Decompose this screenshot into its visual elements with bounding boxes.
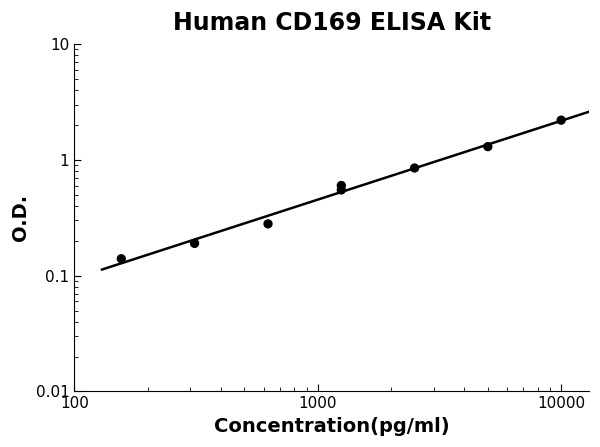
- Point: [337, 182, 346, 189]
- Point: [483, 143, 493, 150]
- Point: [116, 255, 126, 262]
- Point: [556, 117, 566, 124]
- X-axis label: Concentration(pg/ml): Concentration(pg/ml): [214, 417, 449, 436]
- Point: [190, 240, 199, 247]
- Point: [337, 186, 346, 194]
- Point: [263, 220, 273, 228]
- Point: [410, 164, 419, 172]
- Title: Human CD169 ELISA Kit: Human CD169 ELISA Kit: [173, 11, 491, 35]
- Y-axis label: O.D.: O.D.: [11, 194, 30, 241]
